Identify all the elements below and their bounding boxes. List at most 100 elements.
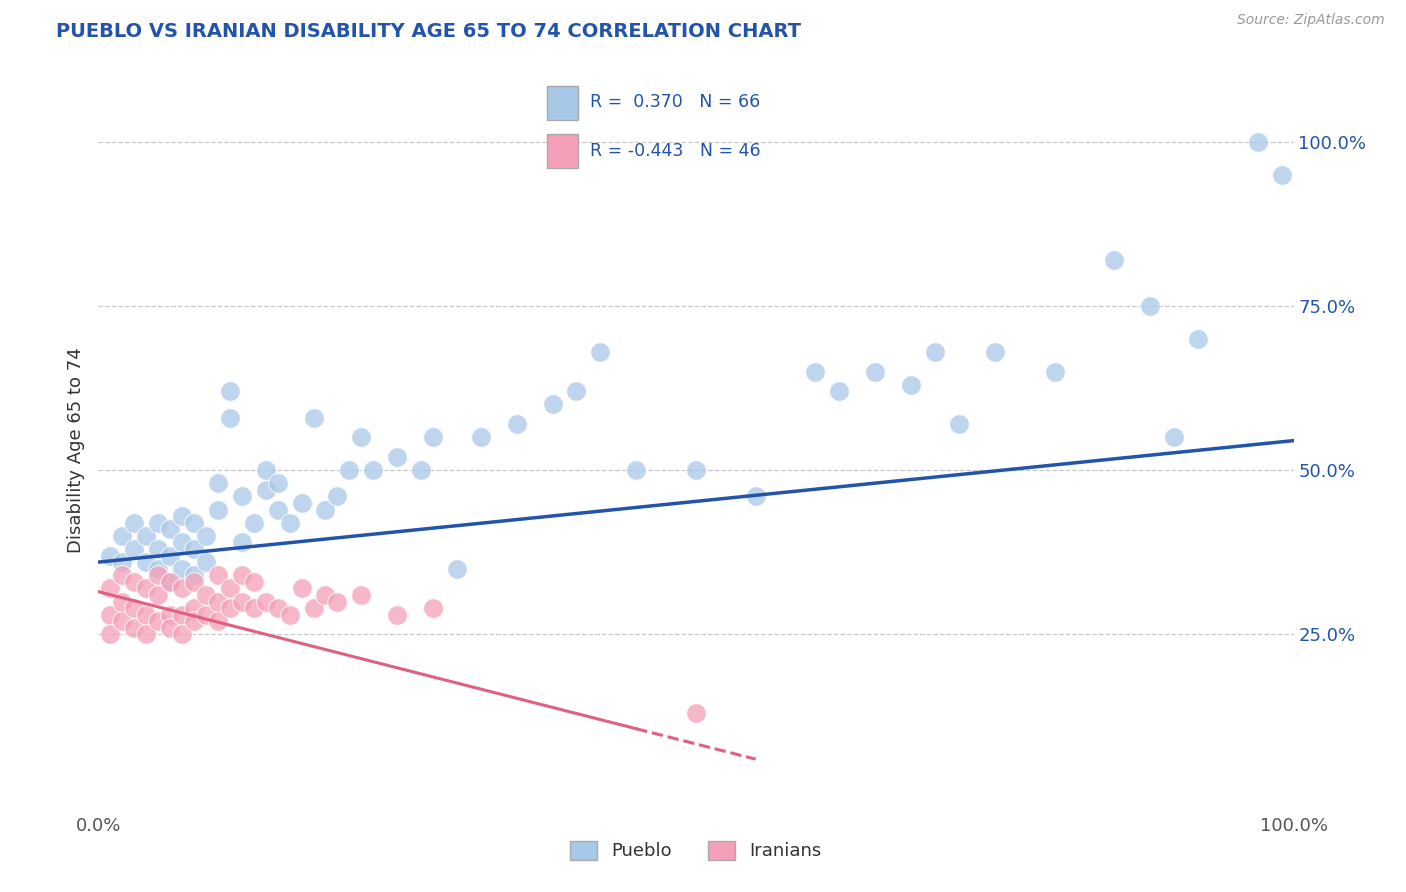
Point [98, 627, 122, 641]
Point [183, 516, 205, 530]
Point [195, 555, 218, 569]
Point [231, 490, 253, 504]
Point [1271, 168, 1294, 182]
Point [278, 516, 301, 530]
Point [135, 607, 157, 622]
Point [207, 476, 229, 491]
Point [411, 463, 433, 477]
Point [254, 594, 277, 608]
Point [195, 529, 218, 543]
Point [291, 496, 314, 510]
Point [124, 621, 146, 635]
Point [1187, 332, 1209, 346]
Point [828, 384, 851, 399]
Point [326, 594, 349, 608]
Point [900, 377, 922, 392]
Point [291, 582, 314, 596]
Point [219, 410, 242, 425]
Point [148, 588, 170, 602]
Point [183, 614, 205, 628]
Point [1104, 252, 1126, 267]
Point [745, 490, 768, 504]
Point [148, 516, 170, 530]
Point [183, 574, 205, 589]
Point [183, 541, 205, 556]
Point [159, 607, 181, 622]
Point [422, 601, 444, 615]
Point [111, 555, 134, 569]
Point [1043, 365, 1066, 379]
Point [172, 582, 194, 596]
Point [350, 430, 373, 444]
Point [172, 509, 194, 524]
Point [315, 588, 337, 602]
Point [172, 562, 194, 576]
Point [422, 430, 444, 444]
Point [135, 529, 157, 543]
Point [1139, 299, 1161, 313]
Point [685, 463, 707, 477]
Point [626, 463, 648, 477]
Point [124, 574, 146, 589]
Text: R =  0.370   N = 66: R = 0.370 N = 66 [591, 93, 761, 111]
Point [231, 568, 253, 582]
Point [267, 502, 290, 516]
Point [243, 574, 266, 589]
Point [148, 614, 170, 628]
Point [924, 345, 946, 359]
Point [984, 345, 1007, 359]
Point [135, 582, 157, 596]
Point [267, 601, 290, 615]
Point [207, 568, 229, 582]
Text: R = -0.443   N = 46: R = -0.443 N = 46 [591, 142, 761, 161]
Point [350, 588, 373, 602]
Point [1163, 430, 1185, 444]
Point [148, 562, 170, 576]
Text: PUEBLO VS IRANIAN DISABILITY AGE 65 TO 74 CORRELATION CHART: PUEBLO VS IRANIAN DISABILITY AGE 65 TO 7… [56, 22, 801, 41]
Point [326, 490, 349, 504]
Point [111, 529, 134, 543]
Point [172, 627, 194, 641]
Point [124, 601, 146, 615]
FancyBboxPatch shape [547, 87, 578, 120]
Point [385, 607, 409, 622]
Point [111, 594, 134, 608]
Point [183, 601, 205, 615]
Point [159, 522, 181, 536]
Point [231, 535, 253, 549]
Point [148, 568, 170, 582]
Point [1247, 135, 1270, 149]
Point [446, 562, 468, 576]
Point [254, 463, 277, 477]
Point [207, 502, 229, 516]
Point [207, 594, 229, 608]
Point [804, 365, 827, 379]
Point [148, 541, 170, 556]
Point [231, 594, 253, 608]
Point [385, 450, 409, 464]
Point [98, 607, 122, 622]
Point [135, 555, 157, 569]
Y-axis label: Disability Age 65 to 74: Disability Age 65 to 74 [66, 348, 84, 553]
Point [195, 607, 218, 622]
Point [506, 417, 529, 432]
Text: Source: ZipAtlas.com: Source: ZipAtlas.com [1237, 13, 1385, 28]
Point [124, 516, 146, 530]
Point [315, 502, 337, 516]
Point [302, 410, 325, 425]
Point [195, 588, 218, 602]
Point [363, 463, 385, 477]
Point [470, 430, 492, 444]
Point [98, 582, 122, 596]
FancyBboxPatch shape [547, 135, 578, 168]
Point [565, 384, 588, 399]
Point [865, 365, 887, 379]
Point [98, 549, 122, 563]
Point [183, 568, 205, 582]
Point [111, 614, 134, 628]
Point [339, 463, 361, 477]
Point [172, 607, 194, 622]
Point [111, 568, 134, 582]
Point [219, 582, 242, 596]
Point [278, 607, 301, 622]
